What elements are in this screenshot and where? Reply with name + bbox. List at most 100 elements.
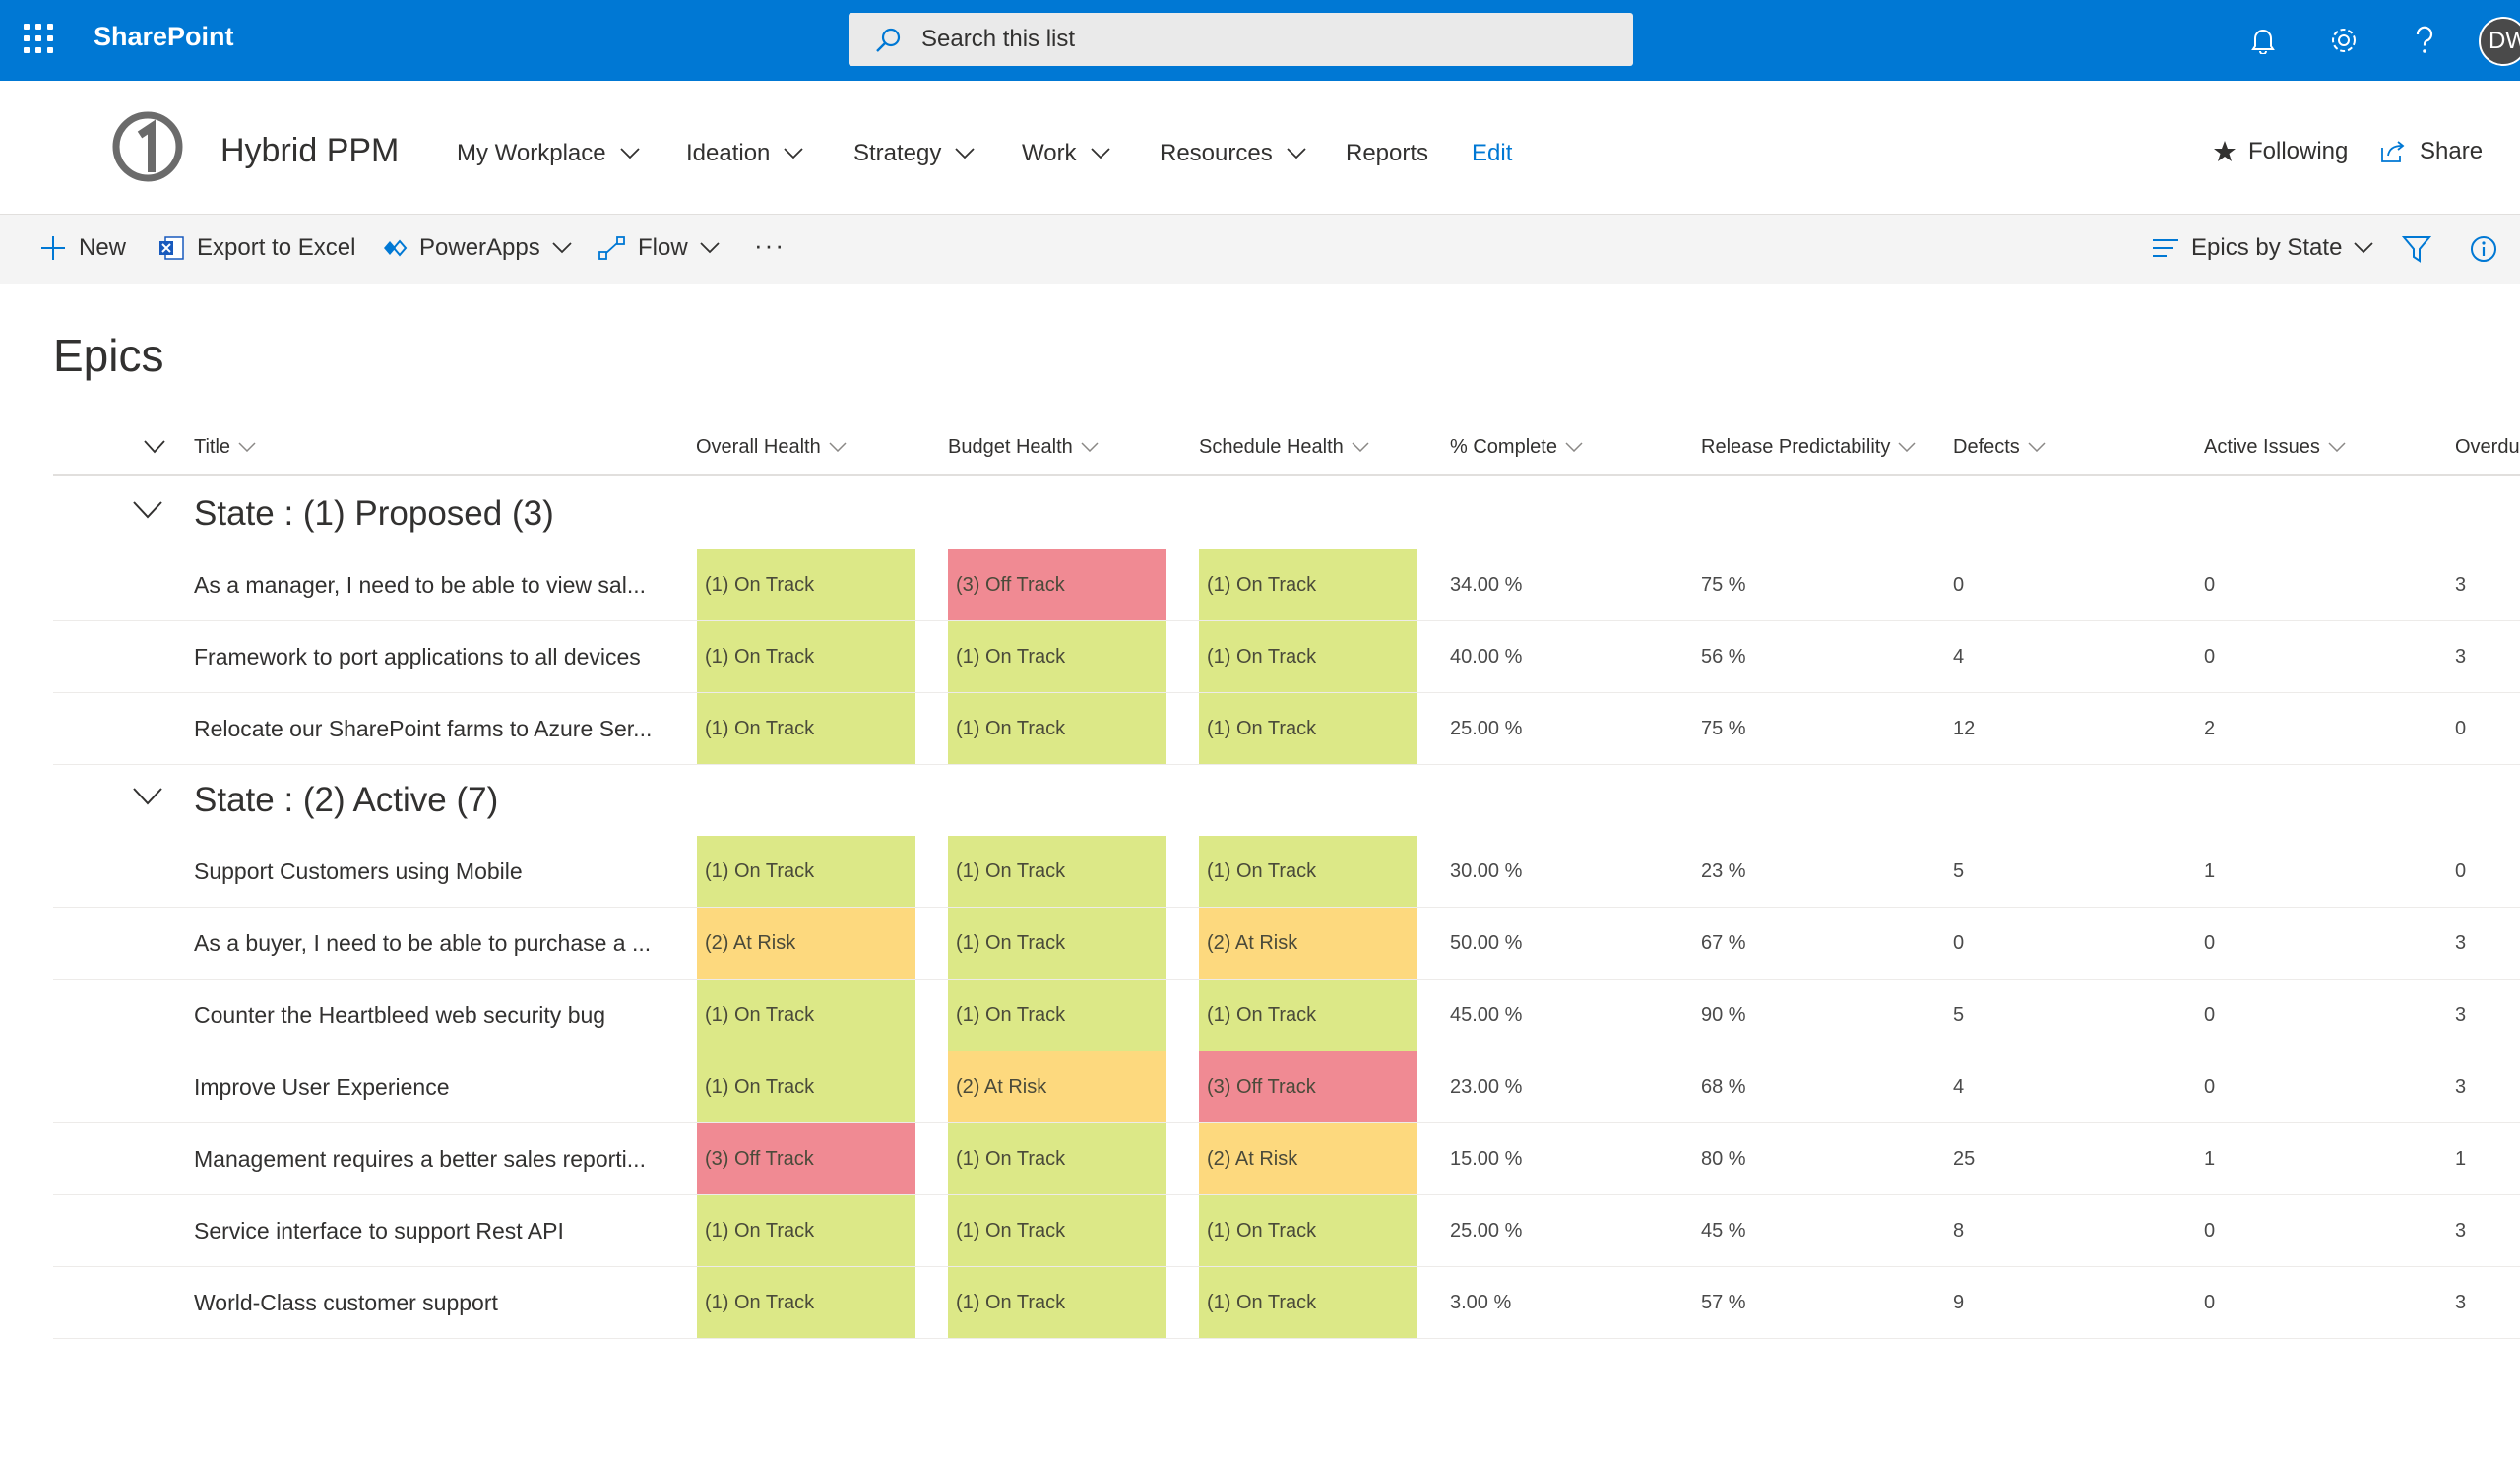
row-title-link[interactable]: World-Class customer support bbox=[194, 1289, 498, 1315]
following-button[interactable]: Following bbox=[2213, 138, 2348, 165]
table-row[interactable]: As a manager, I need to be able to view … bbox=[53, 549, 2520, 621]
more-commands-button[interactable]: ··· bbox=[754, 230, 786, 260]
site-logo-icon[interactable] bbox=[110, 109, 185, 184]
filter-button[interactable] bbox=[2402, 234, 2443, 264]
search-input[interactable] bbox=[921, 23, 1591, 56]
overdue-value: 0 bbox=[2455, 860, 2467, 882]
column-header-schedule-health[interactable]: Schedule Health bbox=[1199, 433, 1369, 461]
schedule-health-badge: (2) At Risk bbox=[1199, 1123, 1418, 1194]
chevron-down-icon bbox=[1081, 442, 1099, 452]
user-avatar[interactable]: DW bbox=[2479, 17, 2520, 66]
row-title-link[interactable]: Support Customers using Mobile bbox=[194, 858, 523, 884]
table-row[interactable]: Service interface to support Rest API (1… bbox=[53, 1195, 2520, 1267]
column-header-percent-complete[interactable]: % Complete bbox=[1450, 433, 1583, 461]
nav-reports[interactable]: Reports bbox=[1346, 140, 1429, 166]
chevron-down-icon bbox=[700, 242, 720, 254]
release-predictability-value: 90 % bbox=[1701, 1003, 1746, 1026]
sharepoint-brand-link[interactable]: SharePoint bbox=[94, 22, 234, 51]
row-title-link[interactable]: Service interface to support Rest API bbox=[194, 1217, 564, 1243]
overdue-value: 3 bbox=[2455, 573, 2467, 596]
overdue-value: 1 bbox=[2455, 1147, 2467, 1170]
active-issues-value: 0 bbox=[2204, 1291, 2216, 1313]
release-predictability-value: 68 % bbox=[1701, 1075, 1746, 1098]
release-predictability-value: 57 % bbox=[1701, 1291, 1746, 1313]
site-header: Hybrid PPM My Workplace Ideation Strateg… bbox=[0, 81, 2520, 215]
info-button[interactable] bbox=[2469, 234, 2510, 264]
chevron-down-icon bbox=[2354, 242, 2374, 254]
app-launcher-icon[interactable] bbox=[24, 24, 57, 57]
schedule-health-badge: (1) On Track bbox=[1199, 836, 1418, 907]
percent-complete-value: 3.00 % bbox=[1450, 1291, 1512, 1313]
percent-complete-value: 50.00 % bbox=[1450, 931, 1523, 954]
group-header-active: State : (2) Active (7) bbox=[53, 765, 2520, 836]
percent-complete-value: 45.00 % bbox=[1450, 1003, 1523, 1026]
active-issues-value: 0 bbox=[2204, 931, 2216, 954]
chevron-down-icon bbox=[619, 148, 640, 159]
row-title-link[interactable]: As a manager, I need to be able to view … bbox=[194, 571, 647, 598]
powerapps-menu[interactable]: PowerApps bbox=[382, 234, 584, 262]
column-header-title[interactable]: Title bbox=[194, 433, 256, 461]
flow-menu[interactable]: Flow bbox=[598, 234, 731, 262]
view-switcher[interactable]: Epics by State bbox=[2152, 234, 2385, 262]
nav-my-workplace[interactable]: My Workplace bbox=[457, 140, 640, 167]
release-predictability-value: 56 % bbox=[1701, 645, 1746, 668]
table-row[interactable]: Improve User Experience (1) On Track (2)… bbox=[53, 1051, 2520, 1123]
release-predictability-value: 75 % bbox=[1701, 573, 1746, 596]
select-all-chevron[interactable] bbox=[136, 433, 165, 461]
plus-icon bbox=[41, 236, 65, 260]
chevron-down-icon bbox=[1565, 442, 1583, 452]
column-header-budget-health[interactable]: Budget Health bbox=[948, 433, 1099, 461]
schedule-health-badge: (1) On Track bbox=[1199, 693, 1418, 764]
defects-value: 25 bbox=[1953, 1147, 1976, 1170]
table-row[interactable]: As a buyer, I need to be able to purchas… bbox=[53, 908, 2520, 980]
release-predictability-value: 23 % bbox=[1701, 860, 1746, 882]
overdue-value: 3 bbox=[2455, 645, 2467, 668]
chevron-down-icon bbox=[144, 440, 165, 454]
group-collapse-chevron-icon[interactable] bbox=[132, 500, 163, 520]
notifications-bell-icon[interactable] bbox=[2242, 20, 2284, 61]
table-row[interactable]: World-Class customer support (1) On Trac… bbox=[53, 1267, 2520, 1339]
column-header-overall-health[interactable]: Overall Health bbox=[696, 433, 847, 461]
active-issues-value: 1 bbox=[2204, 1147, 2216, 1170]
share-button[interactable]: Share bbox=[2380, 138, 2483, 165]
table-row[interactable]: Framework to port applications to all de… bbox=[53, 621, 2520, 693]
row-title-link[interactable]: Counter the Heartbleed web security bug bbox=[194, 1001, 606, 1028]
defects-value: 0 bbox=[1953, 931, 1965, 954]
search-box[interactable] bbox=[849, 13, 1633, 66]
overall-health-badge: (1) On Track bbox=[697, 1051, 915, 1122]
budget-health-badge: (1) On Track bbox=[948, 1267, 1166, 1338]
table-row[interactable]: Relocate our SharePoint farms to Azure S… bbox=[53, 693, 2520, 765]
site-title[interactable]: Hybrid PPM bbox=[220, 132, 400, 169]
new-button[interactable]: New bbox=[39, 234, 126, 262]
column-header-release-predictability[interactable]: Release Predictability bbox=[1701, 433, 1916, 461]
table-row[interactable]: Counter the Heartbleed web security bug … bbox=[53, 980, 2520, 1051]
row-title-link[interactable]: Framework to port applications to all de… bbox=[194, 643, 641, 669]
chevron-down-icon bbox=[1287, 148, 1306, 159]
export-to-excel-button[interactable]: Export to Excel bbox=[158, 234, 355, 262]
schedule-health-badge: (3) Off Track bbox=[1199, 1051, 1418, 1122]
row-title-link[interactable]: As a buyer, I need to be able to purchas… bbox=[194, 929, 652, 956]
budget-health-badge: (1) On Track bbox=[948, 980, 1166, 1051]
help-icon[interactable] bbox=[2404, 20, 2445, 61]
column-header-overdue[interactable]: Overdu bbox=[2455, 435, 2520, 458]
nav-strategy[interactable]: Strategy bbox=[853, 140, 976, 167]
table-row[interactable]: Support Customers using Mobile (1) On Tr… bbox=[53, 836, 2520, 908]
nav-edit-link[interactable]: Edit bbox=[1472, 140, 1513, 166]
group-collapse-chevron-icon[interactable] bbox=[132, 787, 163, 806]
row-title-link[interactable]: Relocate our SharePoint farms to Azure S… bbox=[194, 715, 653, 741]
overall-health-badge: (1) On Track bbox=[697, 836, 915, 907]
table-row[interactable]: Management requires a better sales repor… bbox=[53, 1123, 2520, 1195]
nav-resources[interactable]: Resources bbox=[1160, 140, 1306, 167]
defects-value: 9 bbox=[1953, 1291, 1965, 1313]
overall-health-badge: (1) On Track bbox=[697, 693, 915, 764]
column-header-defects[interactable]: Defects bbox=[1953, 433, 2046, 461]
nav-work[interactable]: Work bbox=[1022, 140, 1110, 167]
nav-ideation[interactable]: Ideation bbox=[686, 140, 804, 167]
settings-gear-icon[interactable] bbox=[2323, 20, 2364, 61]
row-title-link[interactable]: Management requires a better sales repor… bbox=[194, 1145, 646, 1172]
row-title-link[interactable]: Improve User Experience bbox=[194, 1073, 450, 1100]
column-header-active-issues[interactable]: Active Issues bbox=[2204, 433, 2346, 461]
group-header-proposed: State : (1) Proposed (3) bbox=[53, 478, 2520, 549]
budget-health-badge: (1) On Track bbox=[948, 1195, 1166, 1266]
percent-complete-value: 34.00 % bbox=[1450, 573, 1523, 596]
